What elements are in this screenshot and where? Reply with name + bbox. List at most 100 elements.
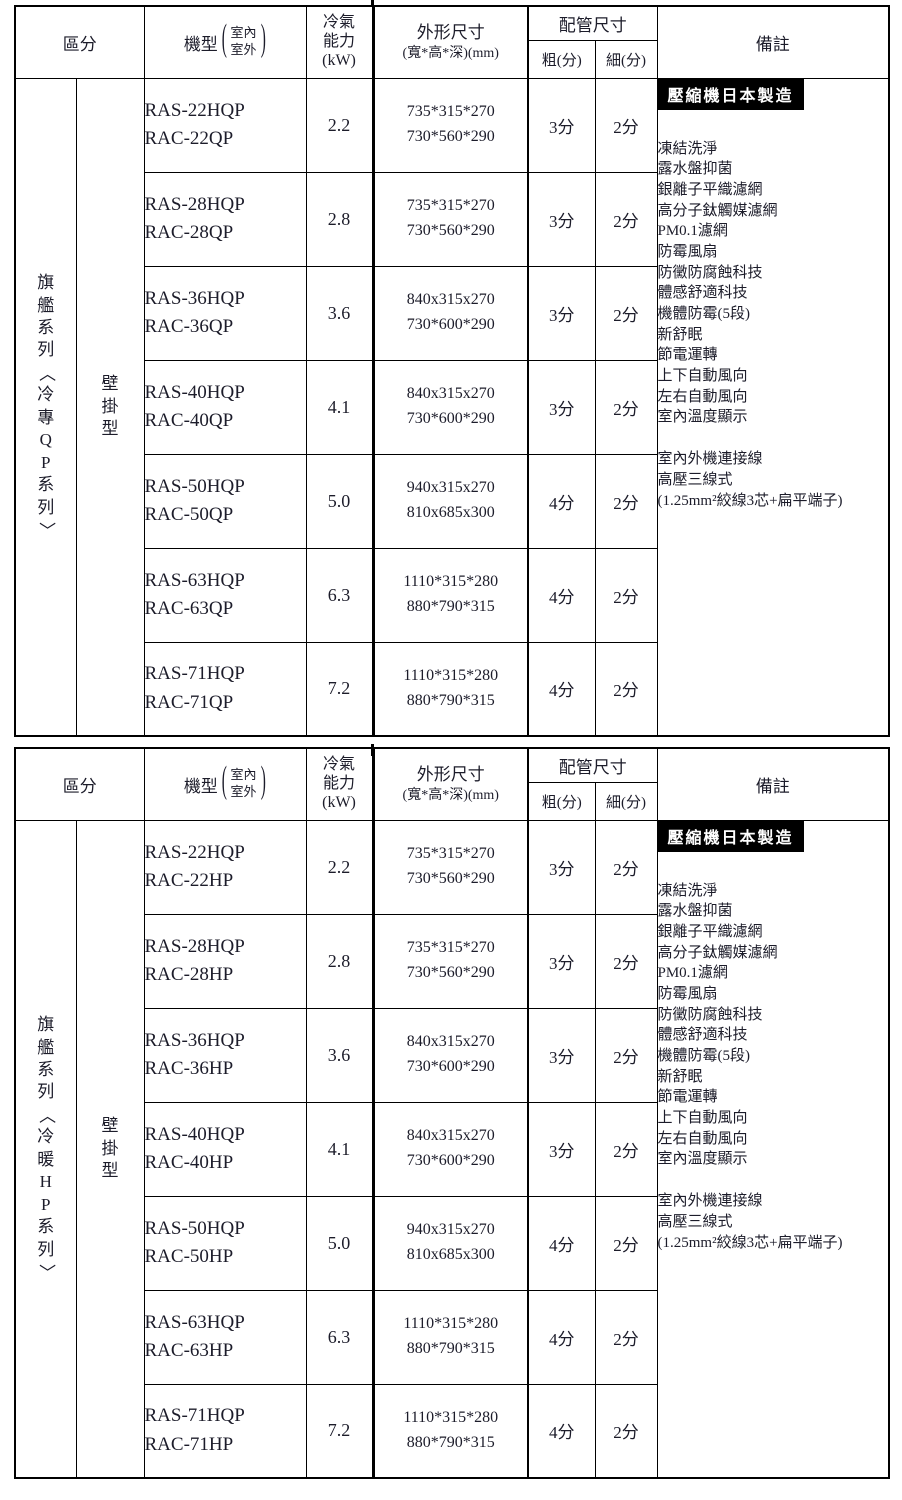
model-cell: RAS-40HQP RAC-40QP: [143, 359, 307, 455]
dimensions-cell: 1110*315*280 880*790*315: [371, 1289, 529, 1385]
col-header-pipe-thin: 細(分): [594, 39, 658, 79]
capacity-cell: 6.3: [305, 1289, 375, 1385]
pipe-thick-cell: 3分: [527, 265, 596, 361]
col-header-piping: 配管尺寸: [527, 5, 658, 41]
pipe-thick-cell: 3分: [527, 1101, 596, 1197]
pipe-thin-cell: 2分: [594, 171, 658, 267]
model-cell: RAS-36HQP RAC-36HP: [143, 1007, 307, 1103]
dimensions-header-title: 外形尺寸: [416, 765, 485, 785]
col-header-capacity: 冷氣 能力 (kW): [305, 747, 375, 821]
capacity-cell: 2.8: [305, 171, 375, 267]
bracket-close: ): [260, 20, 266, 62]
capacity-header-lines: 冷氣 能力 (kW): [322, 755, 356, 811]
capacity-header-lines: 冷氣 能力 (kW): [322, 13, 356, 69]
col-header-pipe-thick: 粗(分): [527, 781, 596, 821]
dimensions-cell: 840x315x270 730*600*290: [371, 1007, 529, 1103]
pipe-thick-cell: 3分: [527, 1007, 596, 1103]
model-cell: RAS-50HQP RAC-50QP: [143, 453, 307, 549]
capacity-cell: 6.3: [305, 547, 375, 643]
model-cell: RAS-63HQP RAC-63HP: [143, 1289, 307, 1385]
made-in-japan-badge: 壓縮機日本製造: [658, 821, 804, 852]
pipe-thick-cell: 4分: [527, 1195, 596, 1291]
model-cell: RAS-22HQP RAC-22QP: [143, 77, 307, 173]
dimensions-cell: 840x315x270 730*600*290: [371, 359, 529, 455]
dimensions-cell: 840x315x270 730*600*290: [371, 1101, 529, 1197]
feature-list: 凍結洗淨 露水盤抑菌 銀離子平織濾網 高分子鈦觸媒濾網 PM0.1濾網 防霉風扇 防黴防腐蝕…: [657, 140, 778, 426]
col-header-capacity: 冷氣 能力 (kW): [305, 5, 375, 79]
model-header-indoor-outdoor: 室內 室外: [230, 25, 257, 58]
bracket-close: ): [260, 762, 266, 804]
capacity-cell: 7.2: [305, 1383, 375, 1479]
dimensions-cell: 1110*315*280 880*790*315: [371, 1383, 529, 1479]
capacity-cell: 5.0: [305, 453, 375, 549]
dimensions-cell: 940x315x270 810x685x300: [371, 1195, 529, 1291]
pipe-thick-cell: 3分: [527, 819, 596, 915]
series-label-cell: 旗艦系列〈冷專 Q P 系列〉: [14, 77, 77, 737]
capacity-cell: 4.1: [305, 1101, 375, 1197]
remarks-cell: 壓縮機日本製造 凍結洗淨 露水盤抑菌 銀離子平織濾網 高分子鈦觸媒濾網 PM0.1濾網防…: [656, 77, 890, 737]
pipe-thin-cell: 2分: [594, 547, 658, 643]
dimensions-cell: 735*315*270 730*560*290: [371, 77, 529, 173]
pipe-thick-cell: 4分: [527, 641, 596, 737]
pipe-thick-cell: 3分: [527, 913, 596, 1009]
pipe-thin-cell: 2分: [594, 641, 658, 737]
table-row: RAS-63HQP RAC-63QP 6.3 1110*315*280 880*79…: [15, 547, 889, 643]
dimensions-cell: 735*315*270 730*560*290: [371, 913, 529, 1009]
pipe-thin-cell: 2分: [594, 1289, 658, 1385]
pipe-thin-cell: 2分: [594, 453, 658, 549]
pipe-thick-cell: 3分: [527, 359, 596, 455]
bracket-open: (: [221, 20, 227, 62]
pipe-thin-cell: 2分: [594, 265, 658, 361]
pipe-thick-cell: 4分: [527, 547, 596, 643]
pipe-thin-cell: 2分: [594, 1383, 658, 1479]
model-header-label: 機型: [183, 34, 218, 54]
table-row: RAS-50HQP RAC-50QP 5.0 940x315x270 810x685…: [15, 453, 889, 549]
model-cell: RAS-28HQP RAC-28HP: [143, 913, 307, 1009]
capacity-cell: 5.0: [305, 1195, 375, 1291]
bracket-open: (: [221, 762, 227, 804]
table-row: RAS-40HQP RAC-40QP 4.1 840x315x270 730*600…: [15, 359, 889, 455]
col-header-pipe-thick: 粗(分): [527, 39, 596, 79]
made-in-japan-badge: 壓縮機日本製造: [658, 79, 804, 110]
col-header-category: 區分: [14, 5, 145, 79]
col-header-model: 機型 ( 室內 室外 ): [143, 747, 307, 821]
spec-table-qp-series: 區分 機型 ( 室內 室外 ) 冷氣 能力 (kW) 外形尺寸 (寬*高*深)(mm): [14, 5, 890, 737]
series-vertical-label: 旗艦系列〈冷暖 H P 系列〉: [36, 1015, 56, 1281]
table-row: RAS-28HQP RAC-28QP 2.8 735*315*270 730*560…: [15, 171, 889, 267]
pipe-thin-cell: 2分: [594, 1195, 658, 1291]
pipe-thick-cell: 4分: [527, 1289, 596, 1385]
pipe-thin-cell: 2分: [594, 819, 658, 915]
remarks-cell: 壓縮機日本製造 凍結洗淨 露水盤抑菌 銀離子平織濾網 高分子鈦觸媒濾網 PM0.1濾網防…: [656, 819, 890, 1479]
model-cell: RAS-71HQP RAC-71QP: [143, 641, 307, 737]
pipe-thick-cell: 3分: [527, 77, 596, 173]
spec-table-hp-series: 區分 機型 ( 室內 室外 ) 冷氣 能力 (kW) 外形尺寸 (寬*高*深)(mm): [14, 747, 890, 1479]
pipe-thin-cell: 2分: [594, 77, 658, 173]
capacity-cell: 7.2: [305, 641, 375, 737]
dimensions-cell: 735*315*270 730*560*290: [371, 171, 529, 267]
pipe-thick-cell: 4分: [527, 1383, 596, 1479]
pipe-thin-cell: 2分: [594, 1007, 658, 1103]
type-label-cell: 壁掛型: [75, 819, 145, 1479]
table-row: RAS-50HQP RAC-50HP 5.0 940x315x270 810x685…: [15, 1195, 889, 1291]
dimensions-cell: 1110*315*280 880*790*315: [371, 641, 529, 737]
model-cell: RAS-22HQP RAC-22HP: [143, 819, 307, 915]
capacity-cell: 3.6: [305, 1007, 375, 1103]
pipe-thick-cell: 4分: [527, 453, 596, 549]
pipe-thin-cell: 2分: [594, 913, 658, 1009]
col-header-pipe-thin: 細(分): [594, 781, 658, 821]
col-header-dimensions: 外形尺寸 (寬*高*深)(mm): [371, 5, 529, 79]
type-vertical-label: 壁掛型: [101, 374, 119, 438]
column-border-artifact-top: [371, 0, 374, 6]
col-header-remarks: 備註: [656, 747, 890, 821]
col-header-piping: 配管尺寸: [527, 747, 658, 783]
table-row: RAS-71HQP RAC-71QP 7.2 1110*315*280 880*79…: [15, 641, 889, 737]
table-row: RAS-71HQP RAC-71HP 7.2 1110*315*280 880*79…: [15, 1383, 889, 1479]
col-header-model: 機型 ( 室內 室外 ): [143, 5, 307, 79]
model-header-label: 機型: [183, 776, 218, 796]
series-vertical-label: 旗艦系列〈冷專 Q P 系列〉: [36, 273, 56, 539]
type-label-cell: 壁掛型: [75, 77, 145, 737]
table-row: 旗艦系列〈冷暖 H P 系列〉 壁掛型 RAS-22HQP RAC-22HP 2.2 7…: [14, 819, 890, 1479]
dimensions-header-unit: (寬*高*深)(mm): [402, 45, 499, 61]
dimensions-header-title: 外形尺寸: [416, 23, 485, 43]
